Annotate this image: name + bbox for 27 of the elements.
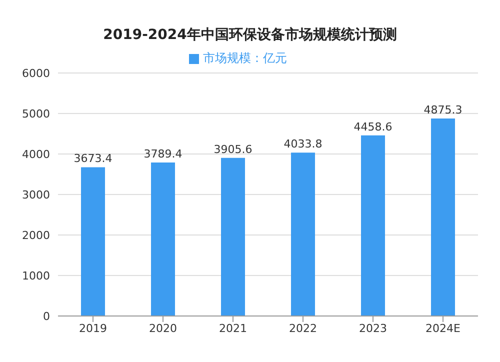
bar: [81, 167, 105, 316]
y-tick-label: 2000: [22, 228, 50, 242]
x-tick-label: 2022: [289, 322, 317, 335]
y-tick-label: 6000: [22, 66, 50, 80]
y-tick-label: 0: [43, 310, 50, 323]
data-label: 3789.4: [144, 148, 182, 161]
data-label: 3905.6: [214, 142, 252, 156]
y-tick-label: 5000: [22, 107, 50, 120]
x-tick-label: 2020: [149, 322, 177, 335]
data-label: 3673.4: [74, 152, 112, 166]
y-tick-label: 1000: [22, 269, 50, 282]
bar: [221, 158, 245, 316]
bar: [431, 118, 455, 316]
data-label: 4033.8: [284, 138, 322, 151]
y-tick-label: 3000: [22, 188, 50, 202]
bar: [361, 135, 385, 316]
data-label: 4458.6: [354, 120, 392, 134]
data-label: 4875.3: [424, 104, 462, 117]
x-tick-label: 2021: [219, 322, 247, 335]
legend-label: 市场规模：亿元: [203, 51, 287, 65]
bar: [291, 152, 315, 316]
x-tick-label: 2023: [359, 322, 387, 335]
x-tick-label: 2019: [79, 322, 107, 335]
chart-title: 2019-2024年中国环保设备市场规模统计预测: [102, 26, 398, 44]
y-tick-label: 4000: [22, 148, 50, 161]
x-tick-label: 2024E: [426, 322, 461, 335]
bar: [151, 162, 175, 316]
